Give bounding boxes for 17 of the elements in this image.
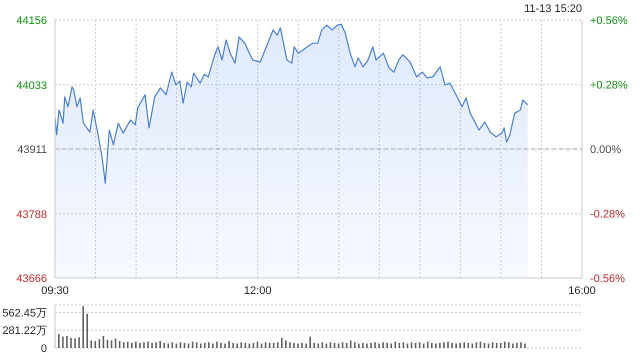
y-tick-label: 43788 bbox=[16, 208, 47, 221]
x-tick-label: 09:30 bbox=[41, 284, 69, 297]
x-tick-label: 16:00 bbox=[568, 284, 596, 297]
y2-tick-label: +0.28% bbox=[590, 80, 628, 92]
x-tick-label: 12:00 bbox=[244, 284, 272, 297]
y2-tick-label: +0.56% bbox=[590, 15, 628, 27]
y-tick-label: 43911 bbox=[17, 144, 47, 156]
y-tick-label: 44156 bbox=[16, 15, 47, 27]
y-tick-label: 0 bbox=[40, 343, 47, 355]
y-tick-label: 44033 bbox=[16, 80, 47, 92]
text: 11-13 15:20 bbox=[524, 3, 582, 15]
y-tick-label: 562.45万 bbox=[2, 307, 47, 320]
y-tick-label: 43666 bbox=[16, 273, 47, 285]
y-tick-label: 281.22万 bbox=[2, 325, 47, 338]
y2-tick-label: -0.56% bbox=[590, 273, 626, 285]
y2-tick-label: 0.00% bbox=[590, 144, 622, 156]
y2-tick-label: -0.28% bbox=[590, 208, 626, 220]
